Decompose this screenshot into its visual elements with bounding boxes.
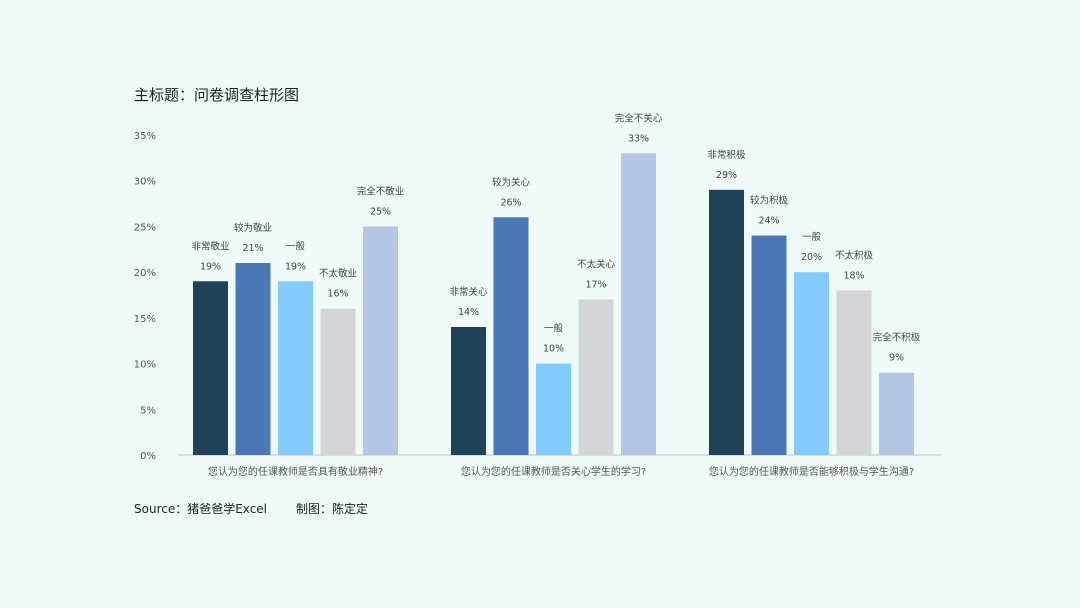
y-tick-label: 5% — [140, 405, 156, 416]
y-tick-label: 10% — [134, 360, 156, 371]
y-tick-label: 0% — [140, 451, 156, 462]
bar — [709, 189, 744, 455]
bar-category-label: 非常积极 — [707, 149, 746, 161]
bar — [451, 327, 486, 455]
y-tick-label: 30% — [134, 177, 156, 188]
bar — [493, 217, 529, 455]
bar-value-label: 20% — [801, 252, 822, 263]
bar-value-label: 10% — [543, 344, 564, 355]
bar — [751, 235, 787, 455]
bars-layer: 19% 非常敬业 21% 较为敬业 19% 一般 16% 不太敬业 25% 完全不敬业 14% 非常关… — [191, 112, 921, 456]
bar-value-label: 19% — [200, 261, 221, 272]
bar-value-label: 25% — [370, 206, 391, 217]
bar-value-label: 9% — [889, 353, 904, 364]
bar-value-label: 29% — [716, 170, 737, 181]
bar — [794, 272, 829, 455]
bar-category-label: 不太积极 — [835, 249, 874, 261]
source-note: Source：猪爸爸学Excel — [134, 501, 267, 516]
x-axis-categories: 您认为您的任课教师是否具有敬业精神? 您认为您的任课教师是否关心学生的学习? 您认为… — [208, 465, 914, 478]
y-tick-label: 20% — [134, 268, 156, 279]
bar-category-label: 非常敬业 — [191, 240, 229, 252]
bar-category-label: 完全不积极 — [873, 332, 921, 344]
bar-value-label: 26% — [500, 197, 521, 208]
author-note: 制图：陈定定 — [296, 501, 368, 516]
bar-category-label: 一般 — [544, 323, 564, 335]
bar-category-label: 较为关心 — [492, 176, 531, 188]
x-category-label: 您认为您的任课教师是否具有敬业精神? — [208, 465, 383, 478]
y-axis: 0% 5% 10% 15% 20% 25% 30% 35% — [134, 131, 156, 462]
y-tick-label: 15% — [134, 314, 156, 325]
bar-value-label: 33% — [628, 133, 649, 144]
bar-value-label: 18% — [843, 270, 864, 281]
bar-category-label: 一般 — [286, 240, 306, 252]
y-tick-label: 35% — [134, 131, 156, 142]
bar-category-label: 不太关心 — [577, 259, 616, 271]
bar-value-label: 14% — [458, 307, 479, 318]
bar — [536, 363, 571, 455]
bar-category-label: 不太敬业 — [319, 268, 357, 280]
bar-category-label: 较为敬业 — [234, 222, 272, 234]
y-tick-label: 25% — [134, 222, 156, 233]
bar — [836, 290, 872, 455]
bar — [578, 299, 614, 455]
bar — [879, 372, 914, 455]
bar-value-label: 19% — [285, 261, 306, 272]
bar-value-label: 24% — [758, 216, 779, 227]
bar — [320, 308, 356, 455]
bar-value-label: 17% — [585, 280, 606, 291]
bar-category-label: 完全不敬业 — [357, 185, 405, 197]
bar-category-label: 较为积极 — [750, 195, 789, 207]
bar-category-label: 完全不关心 — [615, 112, 663, 124]
x-category-label: 您认为您的任课教师是否关心学生的学习? — [461, 465, 646, 478]
bar — [363, 226, 398, 455]
bar — [193, 281, 228, 455]
bar — [621, 153, 656, 456]
bar — [235, 263, 271, 455]
x-category-label: 您认为您的任课教师是否能够积极与学生沟通? — [709, 465, 914, 478]
bar-category-label: 非常关心 — [449, 286, 488, 298]
bar-value-label: 21% — [242, 243, 263, 254]
bar — [278, 281, 313, 455]
chart-title: 主标题：问卷调查柱形图 — [134, 86, 299, 104]
bar-value-label: 16% — [327, 289, 348, 300]
bar-category-label: 一般 — [802, 231, 822, 243]
